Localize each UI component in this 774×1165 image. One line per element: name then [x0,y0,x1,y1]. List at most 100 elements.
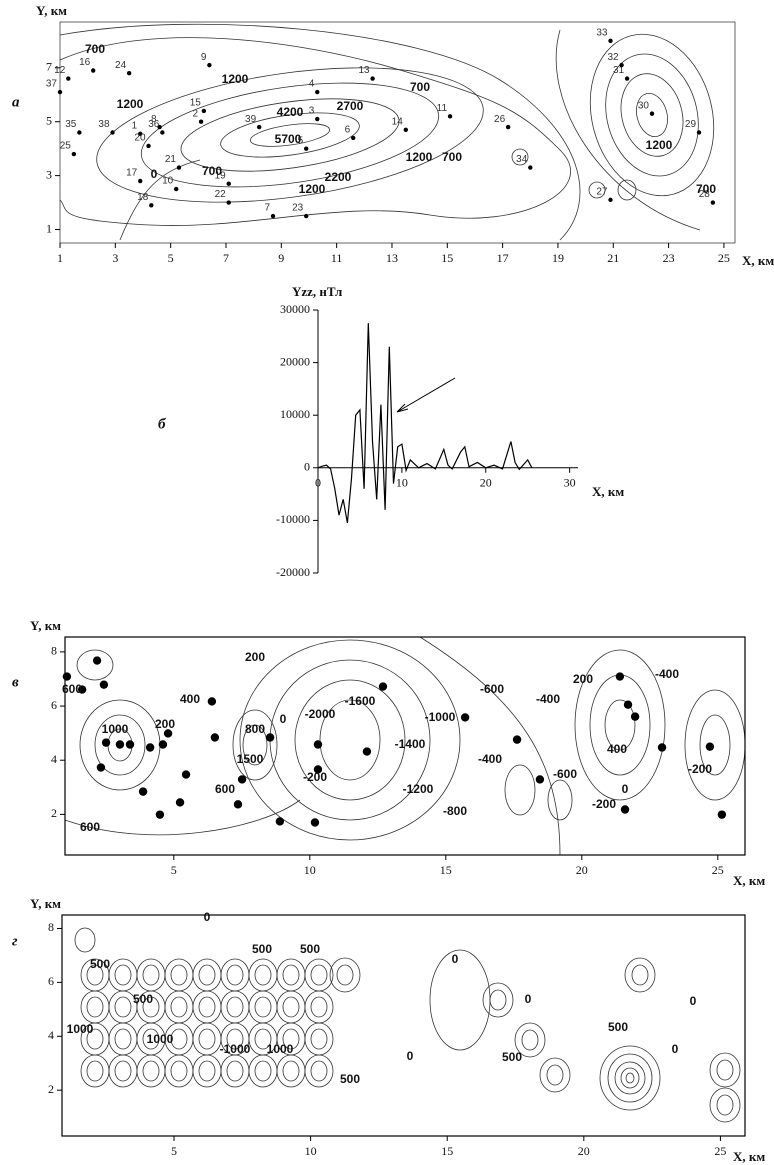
contour-line [220,1054,250,1088]
x-tick-label: 23 [663,251,675,265]
point-label: 13 [358,65,370,76]
point-label: 4 [309,79,315,90]
observation-point [270,213,276,219]
observation-point [447,114,453,119]
observation-point [155,810,165,819]
observation-point [460,713,470,722]
observation-point [624,76,630,81]
point-label: 37 [46,79,58,90]
observation-point [710,200,716,205]
x-tick-label: 5 [171,863,177,877]
contour-line [242,724,268,766]
observation-point [175,798,185,807]
point-label: 12 [54,65,66,76]
observation-point [66,76,71,81]
contour-line [310,1060,328,1082]
observation-point [201,108,207,114]
x-tick-label: 7 [223,251,229,265]
contour-label: 700 [410,80,430,94]
y-tick-label: 1 [46,221,52,235]
y-tick-label: 4 [51,752,57,766]
contour-line [59,23,581,241]
observation-point [198,119,204,124]
x-axis-label: X, км [742,253,774,268]
point-label: 23 [292,203,304,214]
x-tick-label: 25 [712,863,724,877]
observation-point [657,743,667,752]
contour-line [319,699,381,781]
observation-point [160,130,165,135]
contour-label: 700 [696,182,716,196]
x-tick-label: 20 [576,863,588,877]
contour-label: 500 [133,992,153,1006]
contour-line [192,958,222,992]
contour-line [226,964,244,986]
contour-line [164,1054,194,1088]
x-tick-label: 20 [578,1144,590,1158]
contour-label: 500 [300,942,320,956]
contour-label: -200 [592,797,616,811]
point-label: 8 [151,114,157,125]
x-tick-label: 3 [112,251,118,265]
observation-point [115,740,125,749]
observation-point [528,165,533,170]
x-tick-label: 15 [441,1144,453,1158]
contour-line [599,1045,661,1111]
x-tick-label: 15 [440,863,452,877]
point-label: 10 [162,176,174,187]
point-label: 20 [134,133,146,144]
observation-point [138,131,143,137]
point-label: 9 [201,52,207,63]
contour-label: 0 [452,952,459,966]
contour-label: 5700 [275,132,302,146]
point-label: 19 [215,170,227,181]
y-tick-label: -20000 [276,565,310,579]
point-label: 6 [345,125,351,136]
y-tick-label: 30000 [280,302,310,316]
contour-label: -1000 [220,1042,251,1056]
observation-point [158,740,168,749]
contour-label: 4200 [277,105,304,119]
observation-point [126,71,132,76]
observation-point [173,186,179,192]
point-label: 14 [392,116,404,127]
contour-line [119,159,201,241]
contour-line [108,1054,138,1088]
panel-letter: а [12,94,20,110]
point-label: 15 [190,98,202,109]
contour-line [192,1054,222,1088]
observation-point [649,111,655,116]
contour-label: 1000 [267,1042,294,1056]
y-tick-label: 6 [48,974,54,988]
point-label: 2 [193,108,199,119]
contour-line [631,964,649,986]
point-label: 25 [60,141,72,152]
contour-label: 500 [252,942,272,956]
contour-line [605,53,699,177]
y-tick-label: 4 [48,1028,54,1042]
observation-point [71,151,77,157]
observation-point [403,127,408,133]
contour-line [80,1054,110,1088]
x-axis-label: X, км [592,484,624,499]
observation-point [705,742,715,751]
contour-line [282,1028,300,1050]
contour-label: 0 [280,712,287,726]
contour-line [555,29,701,231]
contour-label: 2200 [325,170,352,184]
contour-label: 1200 [406,150,433,164]
contour-line [180,98,400,172]
point-label: 24 [115,60,127,71]
contour-line [249,123,331,147]
contour-line [232,709,278,781]
point-label: 28 [699,189,711,200]
contour-label: 1200 [646,138,673,152]
contour-line [620,73,684,157]
observation-point [608,197,613,203]
panel-letter: б [158,416,166,432]
contour-label: -1000 [425,710,456,724]
observation-point [362,747,372,756]
contour-label: -1400 [395,737,426,751]
contour-label: 500 [608,1020,628,1034]
contour-label: 1000 [67,1022,94,1036]
